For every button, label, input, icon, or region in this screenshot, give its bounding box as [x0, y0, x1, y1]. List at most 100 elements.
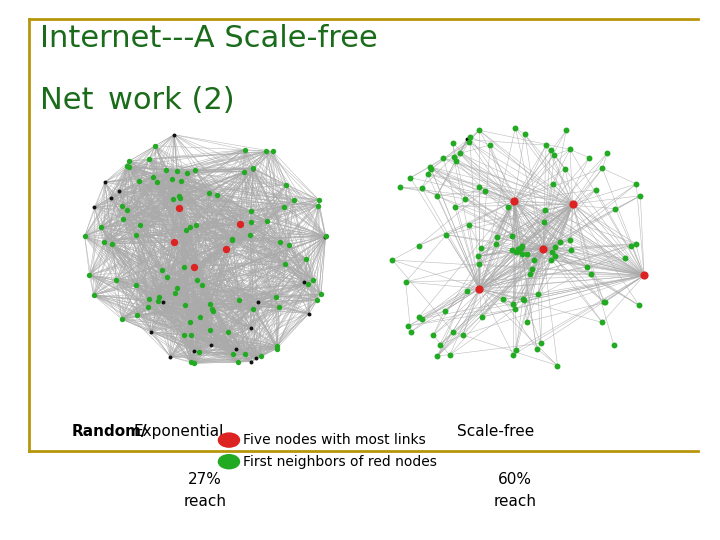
Point [145, 327, 157, 336]
Point [549, 151, 560, 159]
Point [184, 318, 196, 327]
Point [516, 241, 528, 250]
Point [567, 200, 578, 208]
Point [307, 275, 319, 284]
Point [444, 351, 456, 360]
Point [133, 177, 145, 186]
Point [179, 331, 190, 340]
Point [546, 179, 558, 188]
Point [516, 249, 528, 258]
Point [431, 352, 443, 361]
Point [204, 326, 216, 334]
Point [166, 175, 178, 184]
Point [539, 206, 551, 215]
Point [124, 157, 135, 165]
Point [95, 223, 107, 232]
Point [174, 194, 186, 202]
Point [506, 231, 518, 240]
Point [270, 293, 282, 301]
Point [387, 256, 398, 265]
Point [238, 167, 249, 176]
Point [274, 237, 286, 246]
Point [117, 202, 128, 211]
Point [630, 239, 642, 248]
Point [413, 241, 425, 250]
Point [165, 353, 176, 361]
Text: Scale-free: Scale-free [457, 424, 534, 439]
Point [222, 328, 234, 336]
Text: work (2): work (2) [108, 86, 235, 116]
Point [121, 161, 132, 170]
Point [597, 164, 608, 173]
Point [402, 322, 414, 330]
Point [535, 339, 546, 348]
Point [490, 240, 501, 248]
Point [168, 238, 180, 246]
Point [454, 149, 465, 158]
Point [549, 252, 560, 260]
Point [457, 331, 469, 340]
Point [491, 233, 503, 241]
Point [416, 184, 428, 192]
Point [422, 170, 433, 178]
Point [189, 262, 200, 271]
Ellipse shape [218, 455, 240, 469]
Point [227, 235, 238, 244]
Point [212, 191, 223, 199]
Point [168, 130, 180, 139]
Point [526, 265, 538, 273]
Point [196, 281, 207, 289]
Point [537, 245, 549, 253]
Point [161, 165, 172, 174]
Text: 60%: 60% [498, 472, 532, 488]
Point [475, 244, 487, 252]
Point [181, 225, 192, 234]
Point [278, 202, 289, 211]
Point [105, 193, 117, 202]
Point [267, 147, 279, 156]
Ellipse shape [218, 433, 240, 447]
Point [250, 354, 261, 362]
Point [130, 231, 142, 239]
Point [631, 180, 642, 188]
Point [431, 192, 443, 200]
Point [206, 305, 217, 313]
Point [298, 278, 310, 286]
Point [189, 166, 201, 175]
Text: 27%: 27% [188, 472, 222, 488]
Point [300, 255, 312, 264]
Point [246, 357, 257, 366]
Point [503, 202, 514, 211]
Point [528, 255, 540, 264]
Point [513, 247, 524, 255]
Point [245, 231, 256, 240]
Point [473, 260, 485, 268]
Point [184, 223, 196, 232]
Point [188, 347, 199, 355]
Point [426, 165, 437, 173]
Point [312, 201, 324, 210]
Text: Random/: Random/ [72, 424, 148, 439]
Point [438, 307, 450, 315]
Point [320, 233, 331, 241]
Point [474, 183, 485, 191]
Point [185, 357, 197, 366]
Point [142, 302, 153, 311]
Point [626, 241, 637, 250]
Point [564, 145, 576, 154]
Point [114, 187, 125, 195]
Point [204, 300, 216, 308]
Point [633, 301, 644, 309]
Point [552, 361, 563, 370]
Point [610, 204, 621, 213]
Point [597, 318, 608, 327]
Point [312, 295, 323, 304]
Point [107, 240, 118, 248]
Point [239, 145, 251, 154]
Point [180, 301, 192, 309]
Point [498, 295, 509, 304]
Point [559, 165, 571, 173]
Point [284, 240, 295, 249]
Point [474, 126, 485, 134]
Point [441, 231, 452, 239]
